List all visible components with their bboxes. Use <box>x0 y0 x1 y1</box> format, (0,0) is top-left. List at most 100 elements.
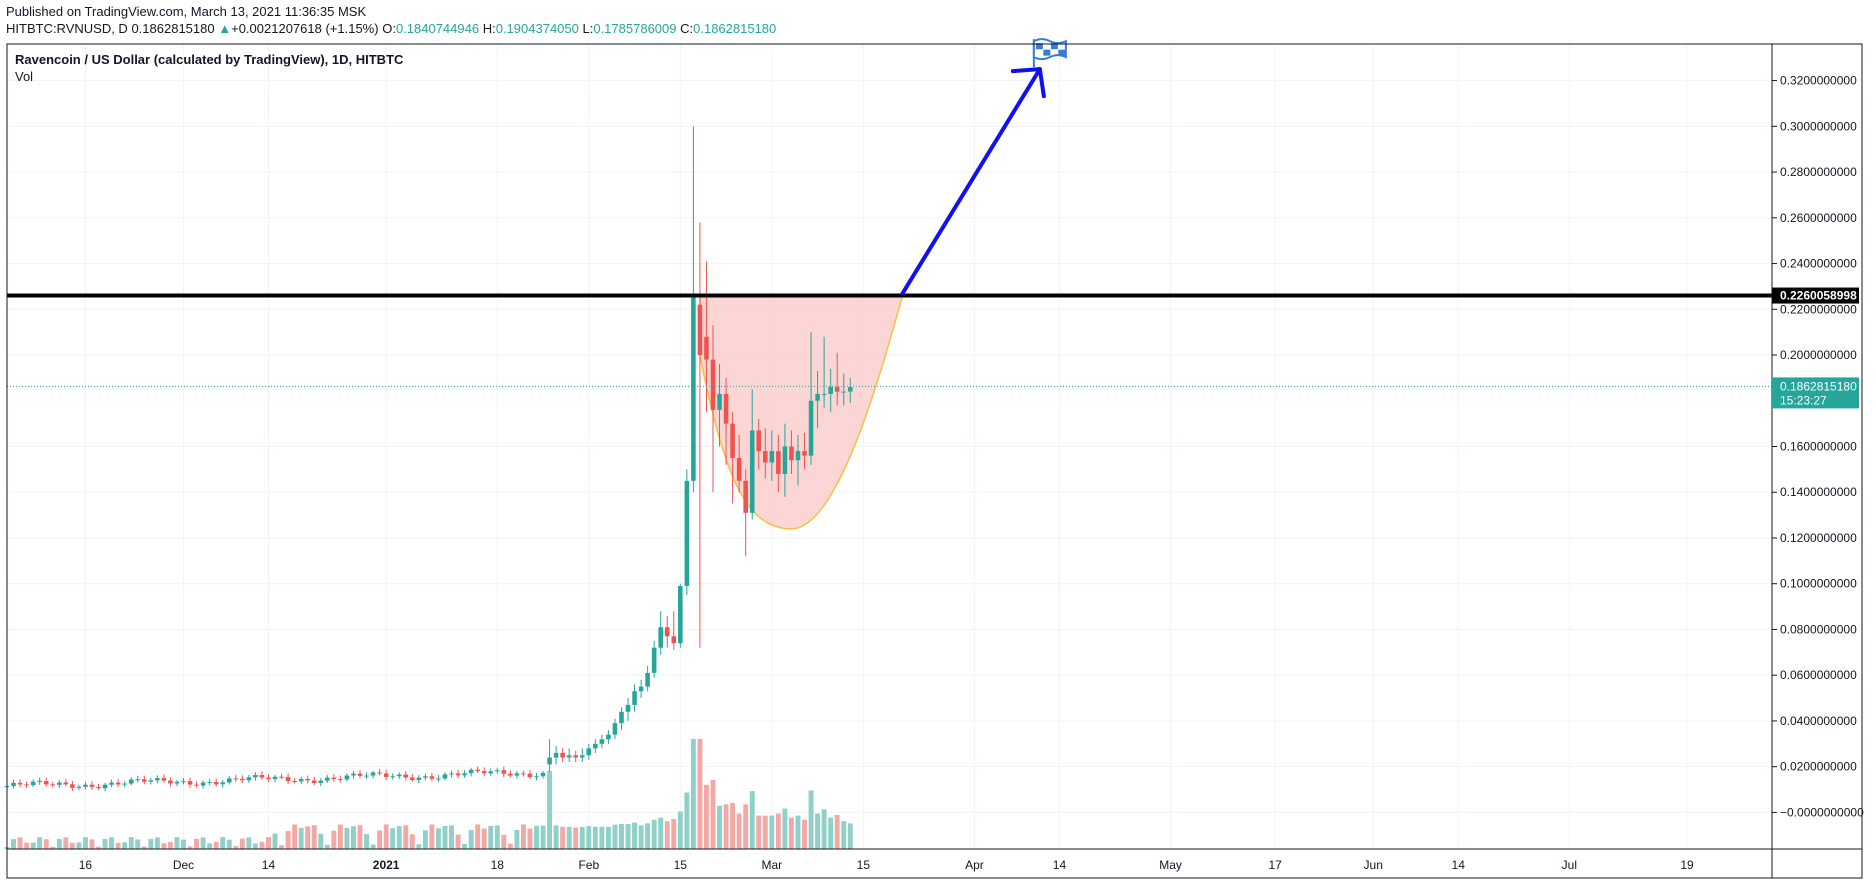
volume-bar <box>782 808 788 849</box>
candle-body <box>625 704 631 712</box>
candle-body <box>847 387 853 392</box>
candles <box>4 126 853 792</box>
time-axis: 16 Dec 14 2021 18 Feb 15 Mar 15 Apr 14 May 17 Jun 14 Ju… <box>7 44 1862 878</box>
volume-bar <box>514 829 520 849</box>
volume-bar <box>252 843 258 849</box>
y-tick-label: 0.0200000000 <box>1780 760 1857 774</box>
volume-bar <box>501 834 507 849</box>
volume-bar <box>730 803 736 849</box>
y-tick-label: 0.0800000000 <box>1780 622 1857 636</box>
flag-icon <box>1032 38 1067 68</box>
price-axis: 0.3200000000 0.3000000000 0.2800000000 0.26… <box>1772 74 1864 819</box>
volume-bar <box>285 830 291 849</box>
volume-bar <box>298 827 304 849</box>
volume-bar <box>220 837 226 849</box>
volume-bar <box>337 824 343 849</box>
volume-bar <box>566 826 572 849</box>
candle-body <box>279 776 284 778</box>
candle-body <box>475 769 480 772</box>
y-tick-label: 0.3000000000 <box>1780 119 1857 133</box>
candle-body <box>488 771 494 774</box>
candle-body <box>200 782 206 786</box>
y-tick-label: 0.0400000000 <box>1780 714 1857 728</box>
candle-body <box>344 775 350 780</box>
volume-bar <box>364 834 369 849</box>
volume-bar <box>422 830 428 849</box>
candle-body <box>181 781 186 783</box>
candle-body <box>449 773 454 775</box>
candle-body <box>547 757 552 765</box>
volume-bars <box>4 739 853 849</box>
candle-body <box>534 776 539 778</box>
candle-body <box>606 734 611 740</box>
candle-body <box>135 779 141 781</box>
candle-body <box>566 755 572 758</box>
x-tick-label: Dec <box>173 858 194 872</box>
candle-body <box>370 772 376 776</box>
volume-bar <box>181 839 186 849</box>
volume-bar <box>815 813 821 849</box>
candle-body <box>17 782 23 785</box>
volume-bar <box>684 792 690 849</box>
volume-bar <box>619 824 624 849</box>
volume-bar <box>625 824 631 849</box>
volume-bar <box>96 846 101 849</box>
chart-legend-title: Ravencoin / US Dollar (calculated by Tra… <box>15 52 404 67</box>
volume-bar <box>148 838 154 849</box>
volume-bar <box>416 844 422 849</box>
volume-bar <box>357 825 363 849</box>
candle-body <box>161 778 167 781</box>
volume-bar <box>802 819 807 849</box>
volume-bar <box>24 842 30 849</box>
volume-bar <box>50 846 56 849</box>
candle-body <box>756 430 762 452</box>
candle-body <box>436 778 441 780</box>
candle-body <box>377 772 382 774</box>
x-tick-label: 18 <box>491 858 505 872</box>
volume-bar <box>200 837 206 849</box>
candle-body <box>619 711 624 724</box>
volume-bar <box>63 837 69 849</box>
volume-bar <box>266 837 271 849</box>
last-price-label: 0.1862815180 15:23:27 <box>1772 377 1859 409</box>
y-tick-label: 0.0600000000 <box>1780 668 1857 682</box>
candle-body <box>494 770 500 772</box>
volume-bar <box>717 805 722 849</box>
volume-bar <box>102 838 108 849</box>
candle-body <box>57 782 62 785</box>
candle-body <box>743 480 748 513</box>
candle-body <box>789 446 794 461</box>
candle-body <box>730 423 735 458</box>
volume-bar <box>710 779 716 849</box>
candle-body <box>168 780 173 784</box>
candle-body <box>141 779 147 782</box>
candle-body <box>481 771 487 774</box>
candle-body <box>351 773 356 776</box>
candle-body <box>292 781 297 783</box>
x-tick-label: Mar <box>761 858 782 872</box>
volume-bar <box>187 846 193 849</box>
candle-body <box>298 778 304 782</box>
volume-bar <box>305 826 311 849</box>
volume-bar <box>540 825 546 849</box>
volume-bar <box>547 771 553 849</box>
flag-check <box>1058 49 1066 56</box>
candle-body <box>396 774 402 777</box>
x-tick-label: Apr <box>965 858 984 872</box>
volume-bar <box>697 739 703 849</box>
volume-bar <box>37 837 43 849</box>
candle-body <box>684 480 690 587</box>
ohlc-line: HITBTC:RVNUSD, D 0.1862815180 ▲+0.002120… <box>6 21 776 36</box>
candle-body <box>521 773 526 775</box>
volume-bar <box>769 815 775 849</box>
volume-bar <box>383 824 389 849</box>
volume-bar <box>723 804 729 849</box>
candle-body <box>795 451 801 461</box>
candle-body <box>560 752 565 758</box>
open-value: 0.1840744946 <box>395 21 480 36</box>
candle-body <box>553 752 559 758</box>
y-tick-label: 0.3200000000 <box>1780 74 1857 88</box>
volume-bar <box>135 839 141 849</box>
candle-body <box>233 778 239 780</box>
